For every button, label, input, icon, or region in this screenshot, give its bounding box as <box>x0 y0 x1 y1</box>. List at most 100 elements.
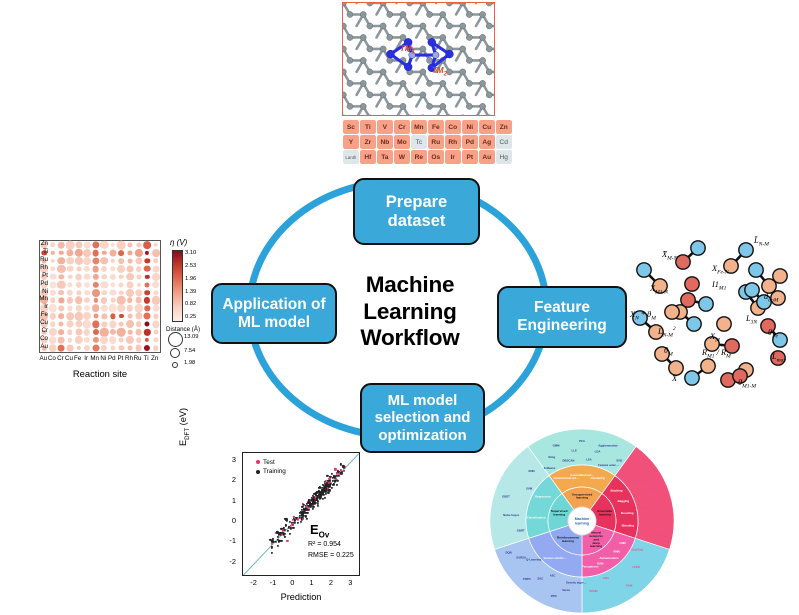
heatmap-bubble <box>109 273 116 280</box>
wheel-mid-label-0-2: Clustering <box>591 476 606 480</box>
scatter-point-training <box>302 508 305 511</box>
heatmap-bubble <box>109 249 117 257</box>
scatter-point-training <box>300 520 303 523</box>
element-ir[interactable]: Ir <box>444 150 461 165</box>
scatter-point-training <box>326 474 329 477</box>
heatmap-bubble <box>83 312 92 321</box>
scatter-point-training <box>311 500 314 503</box>
heatmap-bubble <box>151 296 160 305</box>
scatter-point-training <box>324 489 327 492</box>
heatmap-bubble <box>74 335 83 345</box>
element-au[interactable]: Au <box>478 150 495 165</box>
element-mn[interactable]: Mn <box>410 120 427 134</box>
element-hg[interactable]: Hg <box>495 150 512 165</box>
scatter-point-training <box>309 504 312 507</box>
heatmap-bubble <box>40 288 49 297</box>
heatmap-bubble <box>144 289 150 296</box>
heatmap-bubble <box>151 248 160 257</box>
wheel-mid-label-2-4: Perceptrons <box>582 564 599 568</box>
heatmap-bubble <box>41 258 47 264</box>
scatter-point-training <box>303 509 306 512</box>
heatmap-xtick-ir: Ir <box>84 355 89 362</box>
heatmap-bubble <box>57 264 66 273</box>
element-lanth[interactable]: Lanth <box>343 150 359 165</box>
element-cd[interactable]: Cd <box>495 135 512 150</box>
heatmap-bubble <box>50 258 55 263</box>
element-v[interactable]: V <box>376 120 393 134</box>
heatmap-bubble <box>40 241 48 249</box>
wheel-mid-label-0-0: Dimensional red… <box>554 476 579 480</box>
element-cr[interactable]: Cr <box>393 120 410 134</box>
element-zr[interactable]: Zr <box>359 135 376 150</box>
workflow-node-ml-model-selection[interactable]: ML model selection and optimization <box>360 383 485 453</box>
element-tc[interactable]: Tc <box>410 135 427 150</box>
heatmap-bubble <box>91 304 100 313</box>
scatter-point-training <box>307 501 310 504</box>
legend-swatch-training <box>256 469 260 474</box>
scatter-point-test <box>281 532 284 535</box>
scatter-point-training <box>316 495 320 498</box>
element-hf[interactable]: Hf <box>359 150 376 165</box>
element-fe[interactable]: Fe <box>427 120 444 134</box>
scatter-point-training <box>291 523 294 526</box>
element-ta[interactable]: Ta <box>376 150 393 165</box>
scatter-point-training <box>301 514 304 517</box>
scatter-point-training <box>321 487 324 490</box>
heatmap-ytick-mn: Mn <box>39 295 48 303</box>
wheel-inner-label-0-1: learning <box>576 496 588 500</box>
element-y[interactable]: Y <box>343 135 359 150</box>
element-ti[interactable]: Ti <box>359 120 376 134</box>
element-sc[interactable]: Sc <box>343 120 359 134</box>
heatmap-bubble <box>49 289 56 296</box>
heatmap-bubble <box>126 305 134 312</box>
scatter-point-training <box>326 481 329 484</box>
element-pd[interactable]: Pd <box>461 135 478 150</box>
wheel-hub <box>567 506 597 536</box>
element-ni[interactable]: Ni <box>461 120 478 134</box>
scatter-point-training <box>315 495 318 498</box>
scatter-point-training <box>320 495 323 498</box>
workflow-node-application-of-ml-model[interactable]: Application of ML model <box>211 283 337 344</box>
element-mo[interactable]: Mo <box>393 135 410 150</box>
scatter-point-test <box>291 518 294 521</box>
heatmap-bubble <box>152 304 160 312</box>
scatter-point-training <box>300 505 303 509</box>
heatmap-xtick-mn: Mn <box>90 355 99 362</box>
element-ru[interactable]: Ru <box>427 135 444 150</box>
scatter-point-training <box>322 487 325 490</box>
scatter-point-training <box>278 540 281 543</box>
scatter-point-training <box>279 533 282 536</box>
heatmap-bubble <box>50 297 56 304</box>
heatmap-bubble <box>83 329 91 336</box>
wheel-outer-label-2-1: LSTM <box>632 565 640 569</box>
element-cu[interactable]: Cu <box>478 120 495 134</box>
heatmap-bubble <box>100 336 109 345</box>
scatter-point-training <box>312 498 316 501</box>
element-w[interactable]: W <box>393 150 410 165</box>
scatter-xtick-2: 0 <box>290 578 295 587</box>
heatmap-bubble <box>93 313 99 319</box>
scatter-point-test <box>301 517 304 520</box>
eta-tick-0: 3.10 <box>185 250 197 256</box>
element-os[interactable]: Os <box>427 150 444 165</box>
wheel-outer-label-0-8: Agglomerative <box>598 443 618 447</box>
feature-label-l_nm_bar: L̄N-M <box>754 236 769 248</box>
heatmap-bubble <box>57 280 66 289</box>
element-co[interactable]: Co <box>444 120 461 134</box>
element-nb[interactable]: Nb <box>376 135 393 150</box>
heatmap-bubble <box>100 327 109 337</box>
element-rh[interactable]: Rh <box>444 135 461 150</box>
workflow-node-feature-engineering[interactable]: Feature Engineering <box>497 286 627 348</box>
heatmap-bubble <box>144 258 150 264</box>
element-pt[interactable]: Pt <box>461 150 478 165</box>
workflow-node-prepare-dataset[interactable]: Prepare dataset <box>353 178 480 245</box>
element-zn[interactable]: Zn <box>495 120 512 134</box>
heatmap-bubble <box>109 289 117 296</box>
scatter-point-test <box>309 498 312 501</box>
scatter-points-layer <box>243 453 359 575</box>
element-ag[interactable]: Ag <box>478 135 495 150</box>
scatter-point-training <box>339 473 342 476</box>
element-re[interactable]: Re <box>410 150 427 165</box>
scatter-point-test <box>275 531 278 535</box>
heatmap-bubble <box>127 297 133 304</box>
